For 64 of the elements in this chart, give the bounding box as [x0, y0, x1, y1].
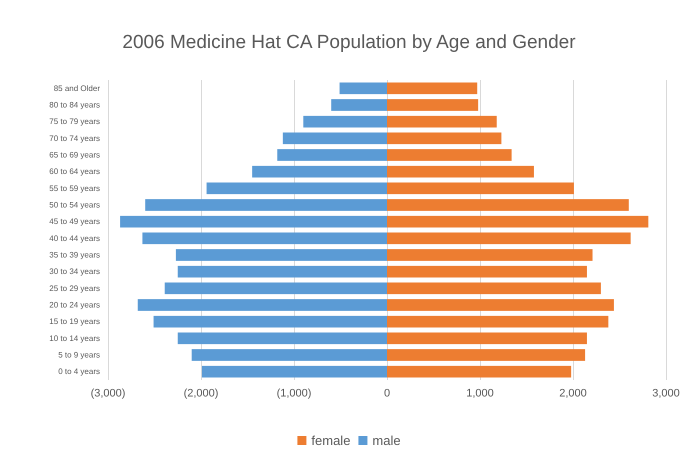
y-tick-label: 30 to 34 years [49, 267, 100, 276]
bar [387, 149, 512, 161]
bar [387, 299, 614, 311]
bar [387, 182, 574, 194]
x-tick-label: (2,000) [184, 388, 218, 400]
legend-label: female [311, 433, 350, 448]
bar [206, 182, 387, 194]
bar [331, 99, 387, 111]
y-tick-label: 35 to 39 years [49, 250, 100, 260]
x-tick-label: 0 [384, 388, 390, 400]
bar [178, 332, 387, 344]
y-tick-label: 50 to 54 years [49, 200, 100, 210]
bar [387, 249, 593, 261]
y-tick-label: 85 and Older [54, 84, 100, 93]
bar [387, 199, 629, 211]
bar [138, 299, 387, 311]
y-tick-label: 80 to 84 years [49, 100, 100, 110]
y-tick-label: 15 to 19 years [49, 317, 100, 326]
y-tick-label: 40 to 44 years [49, 234, 100, 243]
bar [120, 216, 387, 228]
bar [178, 266, 387, 278]
x-tick-label: 1,000 [466, 388, 494, 400]
x-tick-label: 2,000 [559, 388, 587, 400]
bar [252, 166, 387, 178]
bar [277, 149, 387, 161]
bar [340, 82, 387, 94]
chart-title: 2006 Medicine Hat CA Population by Age and Gender [122, 32, 576, 53]
y-tick-label: 20 to 24 years [49, 300, 100, 310]
bar [387, 282, 601, 294]
y-tick-label: 25 to 29 years [49, 284, 100, 293]
bar [176, 249, 387, 261]
bar [387, 332, 587, 344]
y-tick-label: 10 to 14 years [49, 334, 100, 343]
y-tick-label: 75 to 79 years [49, 117, 100, 126]
x-tick-label: (1,000) [276, 388, 312, 400]
bar [164, 282, 387, 294]
bar [282, 132, 387, 144]
bar [387, 82, 478, 94]
bar [387, 266, 587, 278]
bar [387, 232, 631, 244]
bar [387, 216, 648, 228]
y-tick-label: 0 to 4 years [58, 367, 100, 376]
y-tick-label: 60 to 64 years [49, 167, 100, 176]
bar [387, 166, 534, 178]
bar [142, 232, 387, 244]
x-tick-label: 3,000 [652, 388, 680, 400]
bar [303, 116, 387, 128]
bar [145, 199, 387, 211]
bar [387, 349, 586, 361]
bar [192, 349, 387, 361]
legend-label: male [372, 433, 401, 448]
y-tick-label: 45 to 49 years [49, 217, 100, 226]
y-tick-label: 5 to 9 years [58, 350, 100, 360]
bar [387, 116, 497, 128]
bar [387, 132, 502, 144]
y-tick-label: 70 to 74 years [49, 134, 100, 143]
bar [387, 366, 572, 378]
bar [387, 316, 608, 328]
bar [154, 316, 387, 328]
y-tick-label: 55 to 59 years [49, 184, 100, 193]
bar [202, 366, 387, 378]
x-tick-label: (3,000) [90, 388, 126, 400]
y-tick-label: 65 to 69 years [49, 150, 100, 160]
bar [387, 99, 478, 111]
